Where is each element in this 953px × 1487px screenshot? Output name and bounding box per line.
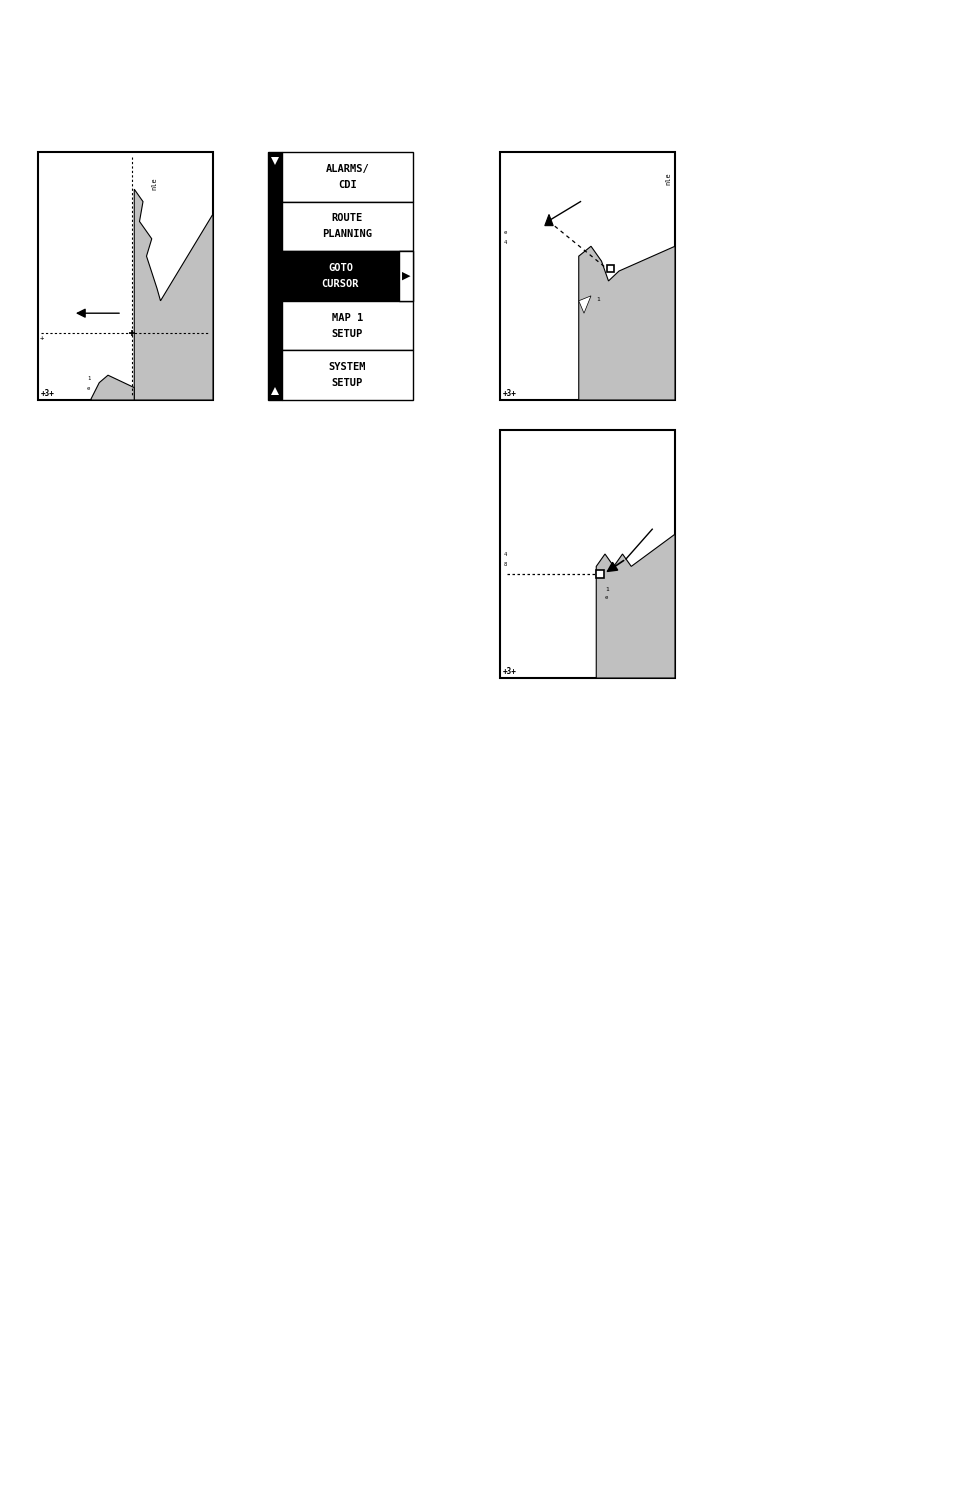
Bar: [282, 202, 413, 251]
Bar: [499, 430, 675, 678]
Bar: [282, 251, 413, 300]
Text: ALARMS/: ALARMS/: [325, 164, 369, 174]
Bar: [282, 300, 413, 351]
Bar: [268, 152, 282, 170]
Text: nle: nle: [664, 172, 670, 184]
Text: nle: nle: [152, 177, 157, 189]
Text: 1: 1: [596, 297, 599, 302]
Bar: [606, 265, 613, 272]
Text: GOTO: GOTO: [328, 263, 353, 274]
Bar: [38, 152, 213, 400]
Polygon shape: [544, 214, 553, 226]
Text: 4: 4: [503, 239, 507, 245]
Polygon shape: [73, 375, 134, 400]
Bar: [268, 152, 282, 400]
Text: CURSOR: CURSOR: [321, 280, 359, 288]
Polygon shape: [271, 158, 278, 165]
Text: e: e: [503, 230, 507, 235]
Text: 4: 4: [503, 553, 507, 558]
Text: e: e: [87, 387, 91, 391]
Text: 1: 1: [604, 587, 608, 592]
Text: CDI: CDI: [337, 180, 356, 190]
Text: MAP 1: MAP 1: [332, 312, 363, 323]
Text: SYSTEM: SYSTEM: [329, 363, 366, 372]
Bar: [398, 251, 413, 300]
Bar: [268, 382, 282, 400]
Text: 8: 8: [503, 562, 507, 568]
Polygon shape: [271, 387, 278, 396]
Polygon shape: [134, 189, 213, 400]
Polygon shape: [578, 296, 590, 314]
Text: +3+: +3+: [41, 390, 55, 399]
Text: ROUTE: ROUTE: [332, 214, 363, 223]
Polygon shape: [596, 534, 675, 678]
Text: +: +: [40, 335, 44, 341]
Bar: [499, 152, 675, 400]
Bar: [282, 351, 413, 400]
Text: +3+: +3+: [502, 390, 517, 399]
Polygon shape: [578, 247, 675, 400]
Text: PLANNING: PLANNING: [322, 229, 372, 239]
Bar: [282, 152, 413, 202]
Bar: [595, 570, 603, 578]
Text: e: e: [604, 595, 608, 599]
Text: +3+: +3+: [502, 668, 517, 677]
Text: SETUP: SETUP: [332, 378, 363, 388]
Text: 1: 1: [87, 376, 91, 381]
Text: SETUP: SETUP: [332, 329, 363, 339]
Text: ▶: ▶: [401, 271, 410, 281]
